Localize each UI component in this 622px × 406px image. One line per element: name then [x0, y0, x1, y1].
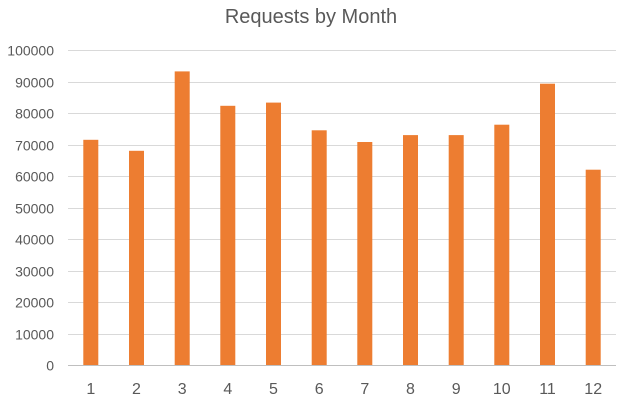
bar-6 [311, 130, 327, 365]
bar-1 [83, 139, 99, 365]
bar-11 [540, 83, 555, 365]
y-tick-label: 50000 [15, 201, 54, 217]
y-tick-label: 60000 [15, 169, 54, 185]
bar-7 [357, 142, 373, 365]
x-tick-label: 7 [360, 381, 369, 398]
x-tick-label: 10 [493, 381, 511, 398]
x-tick-label: 8 [406, 381, 415, 398]
x-tick-label: 4 [223, 381, 232, 398]
bar-8 [403, 135, 418, 365]
x-tick-label: 1 [86, 381, 95, 398]
bar-3 [174, 71, 190, 366]
x-tick-label: 9 [452, 381, 461, 398]
bar-2 [129, 150, 144, 365]
y-tick-label: 90000 [15, 75, 54, 91]
y-tick-label: 20000 [15, 295, 54, 311]
y-tick-label: 0 [46, 358, 54, 374]
bar-10 [494, 124, 510, 365]
x-tick-label: 3 [178, 381, 187, 398]
y-tick-label: 100000 [7, 43, 54, 59]
x-tick-label: 12 [584, 381, 602, 398]
bar-9 [448, 135, 464, 365]
x-tick-label: 2 [132, 381, 141, 398]
y-tick-label: 10000 [15, 327, 54, 343]
x-tick-label: 6 [315, 381, 324, 398]
y-tick-label: 80000 [15, 106, 54, 122]
bar-5 [266, 102, 281, 365]
y-tick-label: 40000 [15, 232, 54, 248]
y-tick-label: 30000 [15, 264, 54, 280]
chart-title: Requests by Month [224, 6, 398, 28]
bar-12 [585, 169, 601, 365]
bar-4 [220, 105, 236, 366]
x-tick-label: 11 [539, 381, 556, 398]
y-tick-label: 70000 [15, 138, 54, 154]
x-tick-label: 5 [269, 381, 278, 398]
